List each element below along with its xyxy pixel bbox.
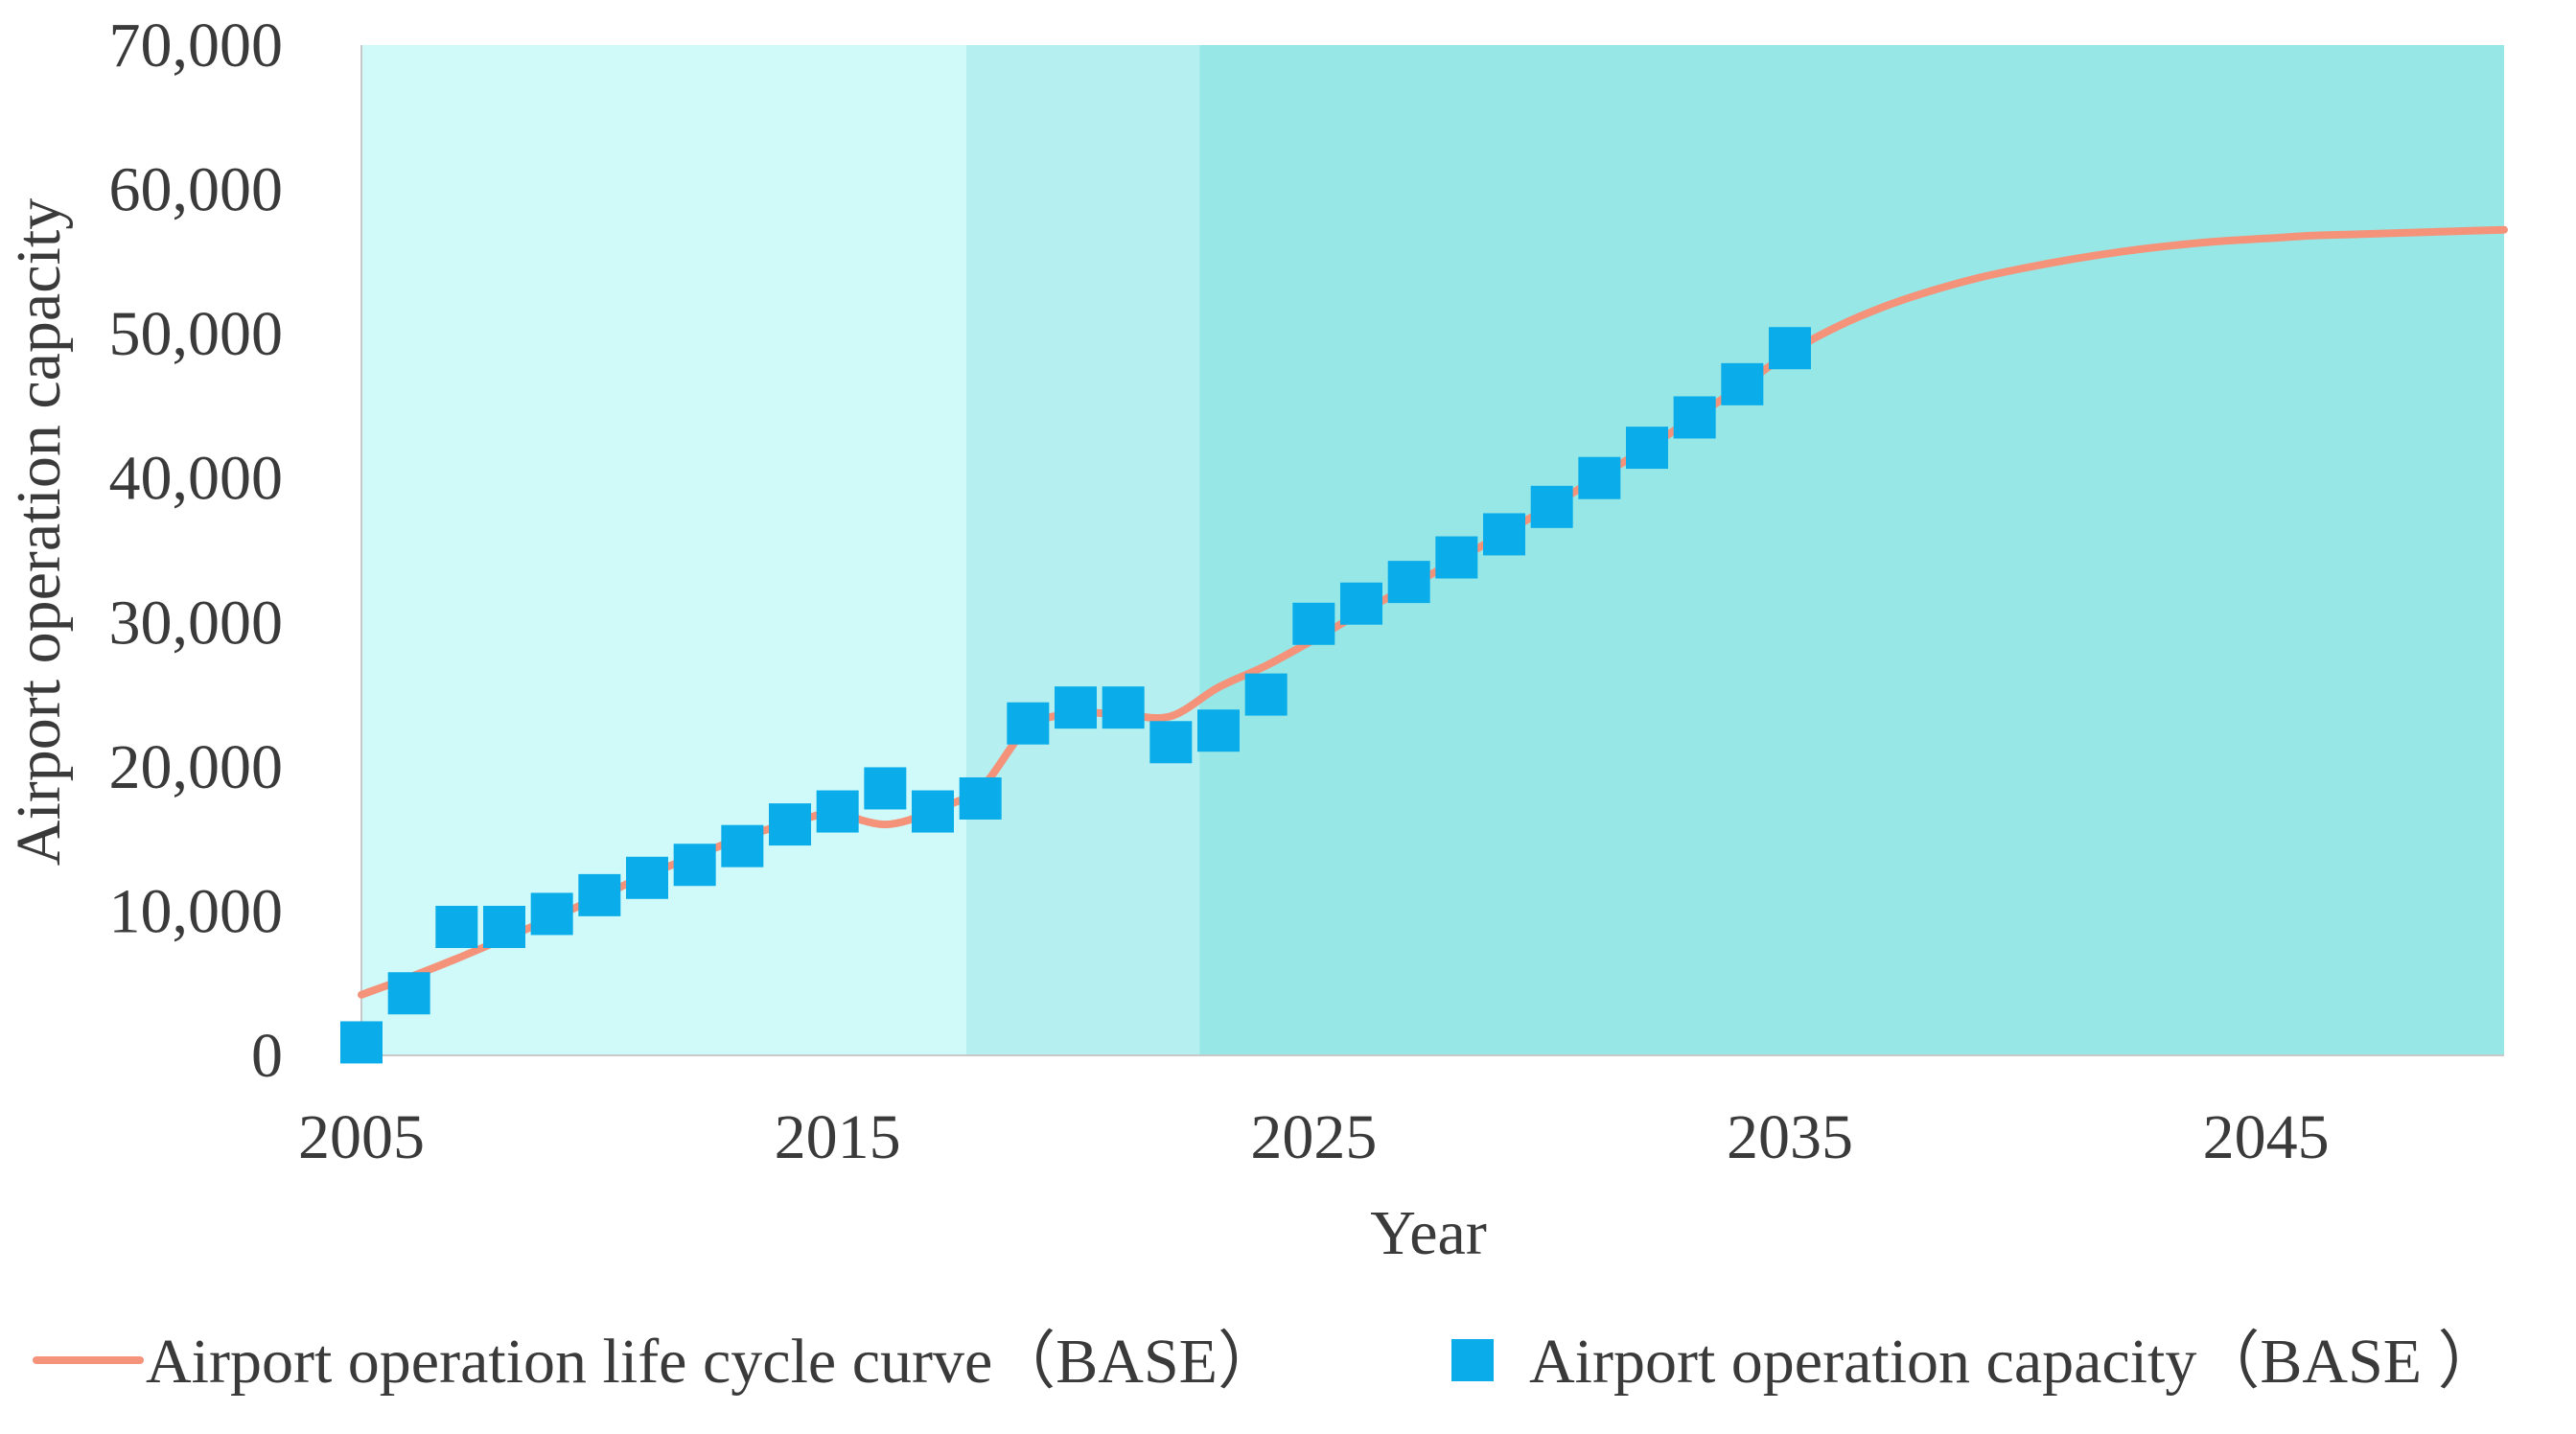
capacity-point-2027 (1387, 561, 1430, 604)
legend-square-swatch (1451, 1339, 1494, 1381)
x-tick-label: 2025 (1250, 1102, 1377, 1172)
background-bands (361, 45, 2504, 1055)
capacity-point-2028 (1435, 536, 1478, 579)
capacity-point-2035 (1769, 327, 1811, 370)
capacity-point-2006 (387, 972, 430, 1015)
y-tick-label: 40,000 (109, 444, 284, 514)
y-tick-label: 0 (251, 1021, 283, 1091)
capacity-point-2007 (435, 905, 478, 948)
axes (360, 45, 2504, 1056)
y-tick-label: 60,000 (109, 155, 284, 225)
capacity-point-2008 (483, 905, 525, 948)
capacity-point-2026 (1340, 582, 1382, 625)
y-axis-title: Airport operation capacity (4, 198, 74, 866)
capacity-point-2018 (959, 776, 1002, 820)
capacity-point-2016 (864, 767, 907, 810)
capacity-point-2033 (1673, 396, 1716, 439)
legend-item-capacity[interactable]: Airport operation capacity（BASE ） (1451, 1327, 2501, 1397)
y-tick-labels: 0 10,000 20,000 30,000 40,000 50,000 60,000 70,… (109, 11, 284, 1091)
capacity-point-2030 (1530, 485, 1573, 528)
x-axis-title: Year (1370, 1198, 1487, 1268)
capacity-point-2034 (1721, 362, 1764, 405)
capacity-point-2019 (1007, 702, 1050, 745)
x-tick-labels: 2005 2015 2025 2035 2045 (298, 1102, 2330, 1172)
x-tick-label: 2035 (1727, 1102, 1853, 1172)
legend: Airport operation life cycle curve（BASE）… (33, 1327, 2501, 1397)
capacity-point-2023 (1197, 709, 1240, 752)
capacity-point-2010 (578, 873, 621, 916)
phase-band-3 (1199, 45, 2504, 1055)
y-tick-label: 30,000 (109, 588, 284, 658)
capacity-point-2021 (1102, 686, 1145, 729)
capacity-points-series (340, 327, 1811, 1064)
capacity-point-2015 (816, 790, 859, 833)
y-tick-label: 10,000 (109, 876, 284, 946)
capacity-point-2031 (1578, 456, 1621, 499)
y-tick-label: 70,000 (109, 11, 284, 81)
capacity-point-2009 (530, 892, 573, 936)
x-tick-label: 2005 (298, 1102, 425, 1172)
phase-band-2 (965, 45, 1200, 1055)
capacity-point-2012 (673, 844, 716, 887)
capacity-point-2029 (1483, 513, 1525, 556)
legend-label-capacity: Airport operation capacity（BASE ） (1529, 1327, 2501, 1397)
capacity-point-2005 (340, 1021, 383, 1064)
capacity-point-2017 (912, 790, 954, 833)
capacity-point-2013 (721, 824, 764, 867)
y-tick-label: 50,000 (109, 299, 284, 369)
capacity-point-2014 (769, 803, 811, 846)
x-tick-label: 2015 (775, 1102, 901, 1172)
capacity-point-2032 (1626, 427, 1668, 470)
legend-item-curve[interactable]: Airport operation life cycle curve（BASE） (33, 1327, 1281, 1397)
y-tick-label: 20,000 (109, 732, 284, 802)
capacity-point-2024 (1244, 673, 1288, 716)
phase-band-1 (361, 45, 966, 1055)
capacity-point-2025 (1292, 602, 1335, 645)
capacity-point-2020 (1055, 686, 1097, 729)
x-tick-label: 2045 (2203, 1102, 2330, 1172)
capacity-point-2011 (626, 856, 668, 899)
capacity-point-2022 (1149, 721, 1193, 764)
legend-label-curve: Airport operation life cycle curve（BASE） (146, 1327, 1281, 1397)
